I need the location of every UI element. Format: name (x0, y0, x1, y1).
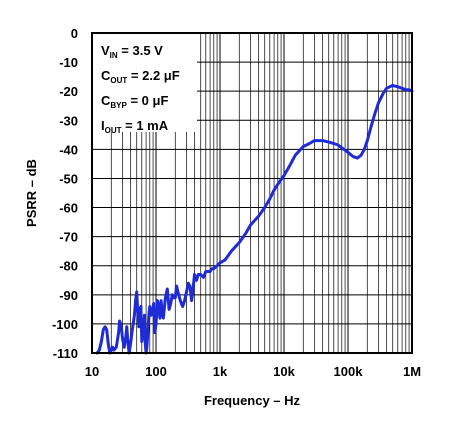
y-tick-label: -90 (59, 288, 78, 303)
x-tick-label: 10 (85, 364, 99, 379)
series-layer (95, 83, 414, 355)
y-tick-label: -30 (59, 113, 78, 128)
annotation-line: IOUT = 1 mA (101, 118, 169, 135)
x-tick-label: 1M (403, 364, 421, 379)
y-tick-label: 0 (71, 26, 78, 41)
x-tick-labels: 10 100 1k 10k 100k 1M (85, 364, 421, 379)
y-tick-label: -80 (59, 259, 78, 274)
y-axis-title: PSRR – dB (24, 159, 39, 227)
x-tick-label: 1k (213, 364, 228, 379)
x-tick-label: 100 (145, 364, 167, 379)
y-tick-label: -10 (59, 55, 78, 70)
annotations: VIN = 3.5 V COUT = 2.2 μF CBYP = 0 μF IOUT … (101, 43, 180, 135)
y-tick-label: -20 (59, 84, 78, 99)
plot-frame (91, 32, 413, 354)
y-tick-label: -50 (59, 171, 78, 186)
y-tick-label: -70 (59, 230, 78, 245)
y-tick-label: -100 (52, 317, 78, 332)
y-tick-labels: 0 -10 -20 -30 -40 -50 -60 -70 -80 -90 -100 -110 (52, 26, 78, 361)
y-tick-label: -40 (59, 142, 78, 157)
y-tick-label: -60 (59, 201, 78, 216)
annotation-line: VIN = 3.5 V (101, 43, 163, 60)
y-tick-label: -110 (53, 346, 78, 361)
series-line-0 (95, 83, 414, 355)
x-tick-label: 10k (273, 364, 295, 379)
x-tick-label: 100k (334, 364, 364, 379)
annotation-line: CBYP = 0 μF (101, 93, 168, 110)
x-axis-title: Frequency – Hz (204, 393, 301, 408)
annotation-box (93, 34, 197, 132)
annotation-line: COUT = 2.2 μF (101, 68, 180, 85)
